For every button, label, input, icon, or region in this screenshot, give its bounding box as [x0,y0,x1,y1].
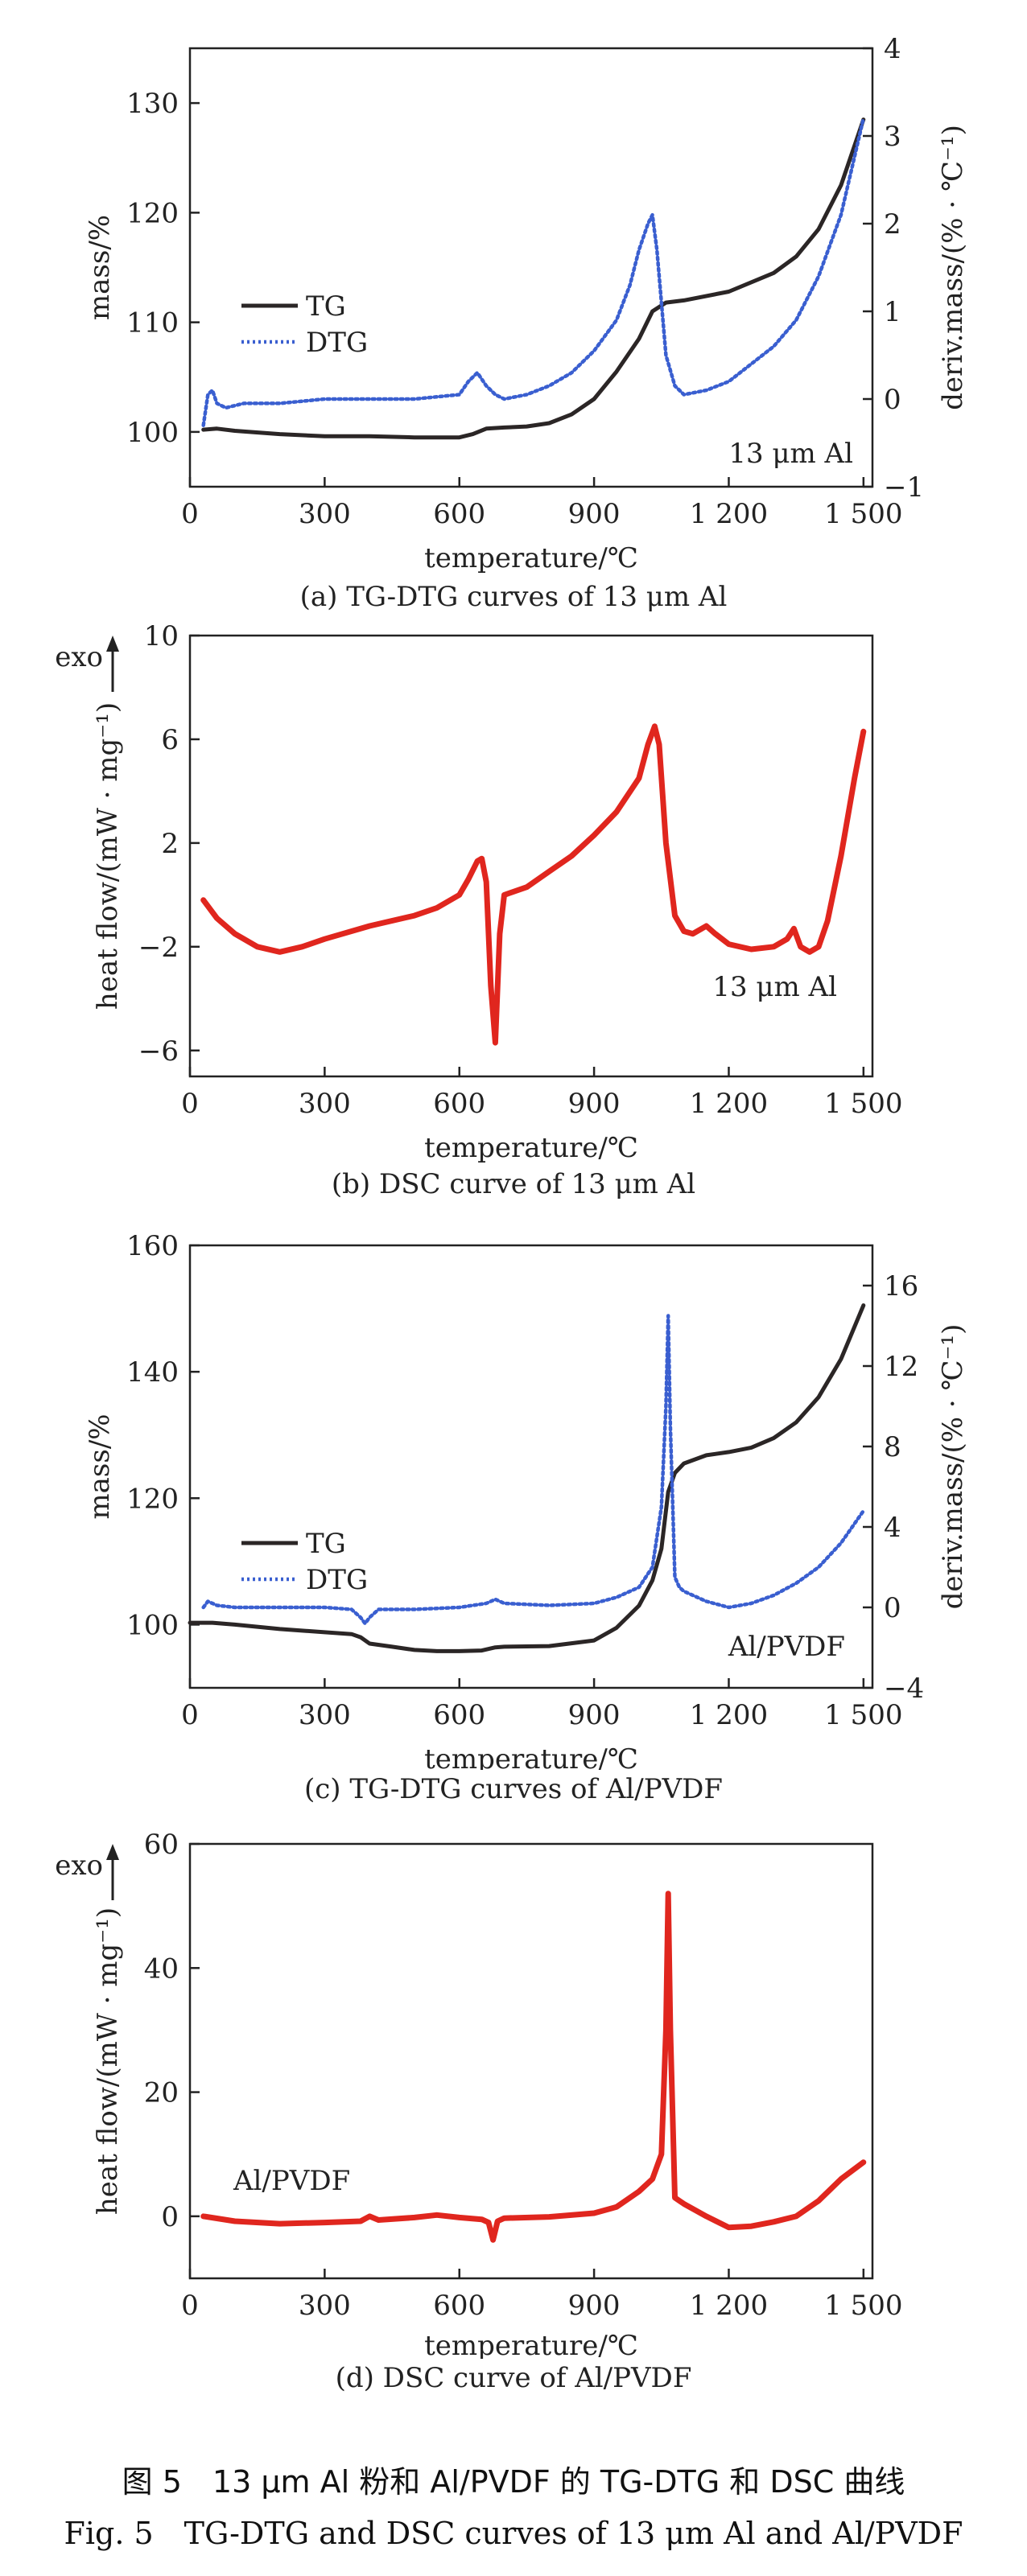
y2-tick-label: 4 [884,1512,901,1544]
caption-d: (d) DSC curve of Al/PVDF [335,2362,692,2394]
x-tick-label: 300 [299,1699,351,1731]
y-tick-label: 2 [161,828,179,860]
y2-tick-label: 4 [884,33,901,65]
exo-label: exo [55,641,103,673]
series-line-tg [188,1303,866,1653]
x-axis-title: temperature/℃ [424,2330,638,2359]
y-tick-label: 120 [126,1483,179,1515]
series-line-dsc [200,723,867,1046]
legend-label-tg: TG [306,290,346,323]
panel-a: 0 300 600 900 1 200 1 500 100 110 120 130 −1 0 1 2 3 4 d… [0,0,1027,579]
y2-tick-label: −1 [884,471,924,504]
x-tick-label: 1 500 [824,2290,902,2322]
x-tick-label: 0 [181,1699,199,1731]
y-tick-label: −2 [138,932,179,964]
series-line-tg [201,117,866,440]
y-tick-label: 130 [126,88,179,120]
figure-caption-cn: 图 5 13 μm Al 粉和 Al/PVDF 的 TG-DTG 和 DSC 曲… [122,2464,905,2500]
y-axis-title: mass/% [84,1414,116,1519]
y-tick-label: 60 [144,1829,179,1861]
y-tick-label: 10 [144,620,179,652]
x-tick-label: 0 [181,498,199,530]
legend-label-tg: TG [306,1528,346,1560]
caption-c: (c) TG-DTG curves of Al/PVDF [303,1773,724,1805]
y2-tick-label: −4 [884,1673,924,1705]
plot-frame [188,47,874,488]
x-tick-label: 1 200 [690,2290,768,2322]
chart-b: 0 300 600 900 1 200 1 500 −6 −2 2 6 10 temperature/… [55,620,902,1164]
x-axis-title: temperature/℃ [424,542,638,574]
series-line-dsc [200,1891,867,2243]
y2-tick-label: 1 [884,296,901,328]
annotation-label: 13 μm Al [712,971,837,1003]
x-tick-label: 300 [299,498,351,530]
x-tick-label: 600 [433,498,485,530]
chart-a: 0 300 600 900 1 200 1 500 100 110 120 130 −1 0 1 2 3 4 d… [84,33,969,574]
caption-a: (a) TG-DTG curves of 13 μm Al [299,581,728,613]
x-tick-label: 0 [181,1088,199,1120]
y2-tick-label: 12 [884,1351,918,1383]
figure-caption-en: Fig. 5 TG-DTG and DSC curves of 13 μm Al… [64,2516,963,2551]
y-tick-label: −6 [138,1035,179,1068]
y2-tick-label: 2 [884,208,901,241]
x-tick-label: 300 [299,2290,351,2322]
x-axis-title: temperature/℃ [424,1743,638,1770]
y2-tick-label: 0 [884,1592,901,1624]
chart-c: 0 300 600 900 1 200 1 500 100 120 140 160 −4 0 4 8 12 1… [84,1230,969,1770]
y2-axis-title: deriv.mass/(% · ℃⁻¹) [937,1324,969,1610]
y-tick-label: 0 [161,2201,179,2233]
chart-d: 0 300 600 900 1 200 1 500 0 20 40 60 temperature/℃… [55,1829,902,2359]
y-tick-label: 120 [126,197,179,229]
x-tick-label: 900 [568,1699,621,1731]
y-tick-label: 160 [126,1230,179,1262]
x-tick-label: 1 500 [824,498,902,530]
y-tick-label: 110 [126,307,179,339]
x-tick-label: 1 200 [690,1088,768,1120]
series-line-dtg [201,116,866,427]
annotation-label: Al/PVDF [728,1631,845,1663]
x-tick-label: 1 200 [690,1699,768,1731]
plot-frame [188,1244,874,1689]
annotation-label: Al/PVDF [233,2165,350,2197]
y2-tick-label: 3 [884,121,901,153]
y-tick-label: 6 [161,724,179,756]
x-tick-label: 900 [568,2290,621,2322]
x-axis-title: temperature/℃ [424,1132,638,1164]
y-tick-label: 20 [144,2077,179,2109]
y2-tick-label: 8 [884,1431,901,1463]
x-tick-label: 900 [568,498,621,530]
panel-d: 0 300 600 900 1 200 1 500 0 20 40 60 temperature/℃… [0,1812,1027,2359]
x-tick-label: 600 [433,2290,485,2322]
x-tick-label: 600 [433,1699,485,1731]
x-tick-label: 1 200 [690,498,768,530]
legend-label-dtg: DTG [306,1564,368,1596]
caption-b: (b) DSC curve of 13 μm Al [331,1168,696,1200]
x-tick-label: 1 500 [824,1699,902,1731]
y-axis-title: heat flow/(mW · mg⁻¹) [92,702,124,1010]
y-tick-label: 140 [126,1356,179,1389]
exo-label: exo [55,1850,103,1882]
x-tick-label: 600 [433,1088,485,1120]
exo-arrow-head [106,1844,119,1860]
y2-tick-label: 0 [884,384,901,416]
y-axis-title: heat flow/(mW · mg⁻¹) [92,1907,124,2215]
x-tick-label: 300 [299,1088,351,1120]
panel-b: 0 300 600 900 1 200 1 500 −6 −2 2 6 10 temperature/… [0,619,1027,1167]
x-tick-label: 0 [181,2290,199,2322]
y-tick-label: 100 [126,417,179,449]
y-axis-title: mass/% [84,215,116,320]
plot-frame [188,634,874,1078]
x-tick-label: 1 500 [824,1088,902,1120]
y2-tick-label: 16 [884,1270,918,1302]
annotation-label: 13 μm Al [728,438,853,470]
y-tick-label: 100 [126,1609,179,1641]
y-tick-label: 40 [144,1953,179,1985]
x-tick-label: 900 [568,1088,621,1120]
plot-frame [188,1842,874,2280]
series-line-dtg [201,1314,866,1626]
y2-axis-title: deriv.mass/(% · ℃⁻¹) [937,125,969,410]
panel-c: 0 300 600 900 1 200 1 500 100 120 140 160 −4 0 4 8 12 1… [0,1207,1027,1770]
exo-arrow-head [106,636,119,652]
legend-label-dtg: DTG [306,327,368,359]
